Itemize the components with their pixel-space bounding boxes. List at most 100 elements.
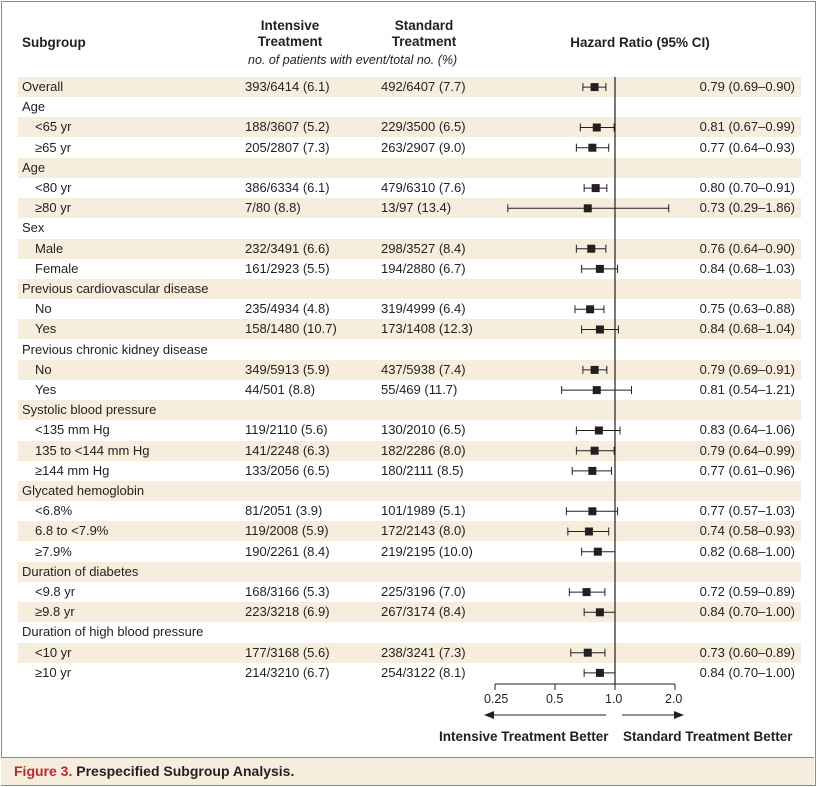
intensive-events: 205/2807 (7.3) bbox=[245, 139, 330, 155]
table-row: ≥10 yr 214/3210 (6.7) 254/3122 (8.1) 0.84 (… bbox=[18, 663, 801, 683]
subgroup-label: Yes bbox=[35, 382, 57, 397]
x-tick-label-2.0: 2.0 bbox=[665, 692, 683, 706]
subgroup-label: ≥65 yr bbox=[35, 139, 72, 155]
point-estimate-marker bbox=[590, 83, 599, 92]
point-estimate-marker bbox=[586, 305, 595, 314]
header-standard-line1: Standard bbox=[394, 18, 454, 33]
table-row: <9.8 yr 168/3166 (5.3) 225/3196 (7.0) 0.72 … bbox=[18, 582, 801, 602]
table-row: ≥144 mm Hg 133/2056 (6.5) 180/2111 (8.5) 0.… bbox=[18, 461, 801, 481]
point-estimate-marker bbox=[588, 466, 597, 475]
header-subheader: no. of patients with event/total no. (%) bbox=[248, 53, 458, 67]
subgroup-label: Male bbox=[35, 240, 64, 256]
subgroup-label: ≥80 yr bbox=[35, 200, 72, 216]
intensive-events: 190/2261 (8.4) bbox=[245, 543, 330, 559]
hazard-ratio-value: 0.80 (0.70–0.91) bbox=[699, 180, 795, 195]
intensive-events: 177/3168 (5.6) bbox=[245, 644, 330, 660]
hazard-ratio-value: 0.75 (0.63–0.88) bbox=[699, 301, 795, 317]
subgroup-label: Systolic blood pressure bbox=[22, 402, 157, 418]
point-estimate-marker bbox=[584, 527, 593, 536]
standard-events: 263/2907 (9.0) bbox=[381, 139, 466, 155]
header-hazard-ratio: Hazard Ratio (95% CI) bbox=[560, 35, 720, 51]
group-header-row: Age bbox=[18, 97, 801, 117]
x-tick-label-1.0: 1.0 bbox=[605, 692, 623, 706]
subgroup-label: 6.8 to <7.9% bbox=[35, 523, 109, 539]
standard-events: 219/2195 (10.0) bbox=[381, 543, 473, 559]
standard-events: 172/2143 (8.0) bbox=[381, 523, 466, 539]
group-header-row: Glycated hemoglobin bbox=[18, 481, 801, 501]
intensive-events: 161/2923 (5.5) bbox=[245, 260, 330, 276]
subgroup-label: <80 yr bbox=[35, 180, 72, 195]
header-standard-line2: Treatment bbox=[391, 34, 457, 49]
point-estimate-marker bbox=[595, 608, 604, 617]
arrow-right-head bbox=[674, 711, 684, 719]
subgroup-label: 135 to <144 mm Hg bbox=[35, 442, 150, 458]
table-row: Yes 44/501 (8.8) 55/469 (11.7) 0.81 (0.54–1… bbox=[18, 380, 801, 400]
point-estimate-marker bbox=[582, 588, 591, 597]
hazard-ratio-value: 0.73 (0.29–1.86) bbox=[699, 200, 795, 216]
subgroup-label: ≥144 mm Hg bbox=[35, 462, 110, 478]
hazard-ratio-value: 0.77 (0.61–0.96) bbox=[699, 462, 795, 478]
group-header-row: Previous cardiovascular disease bbox=[18, 279, 801, 299]
header-intensive-line2: Treatment bbox=[257, 34, 323, 49]
table-row: <6.8% 81/2051 (3.9) 101/1989 (5.1) 0.77 (0.… bbox=[18, 501, 801, 521]
hazard-ratio-value: 0.83 (0.64–1.06) bbox=[699, 422, 795, 438]
standard-events: 229/3500 (6.5) bbox=[381, 119, 466, 135]
hazard-ratio-value: 0.76 (0.64–0.90) bbox=[699, 240, 795, 256]
table-row: 6.8 to <7.9% 119/2008 (5.9) 172/2143 (8.0)… bbox=[18, 521, 801, 542]
header-intensive: Intensive Treatment bbox=[230, 18, 350, 50]
table-row: <10 yr 177/3168 (5.6) 238/3241 (7.3) 0.73 (… bbox=[18, 642, 801, 663]
table-row: Male 232/3491 (6.6) 298/3527 (8.4) 0.76 (0.… bbox=[18, 238, 801, 259]
standard-events: 298/3527 (8.4) bbox=[381, 240, 466, 256]
intensive-events: 349/5913 (5.9) bbox=[245, 361, 330, 377]
intensive-events: 188/3607 (5.2) bbox=[245, 119, 330, 135]
point-estimate-marker bbox=[590, 365, 599, 374]
point-estimate-marker bbox=[595, 668, 604, 677]
point-estimate-marker bbox=[592, 386, 601, 395]
standard-events: 180/2111 (8.5) bbox=[381, 462, 464, 478]
intensive-events: 81/2051 (3.9) bbox=[245, 503, 323, 519]
intensive-events: 158/1480 (10.7) bbox=[245, 321, 337, 337]
table-row: Yes 158/1480 (10.7) 173/1408 (12.3) 0.84 (0… bbox=[18, 319, 801, 340]
point-estimate-marker bbox=[592, 123, 601, 132]
point-estimate-marker bbox=[588, 507, 597, 516]
standard-events: 101/1989 (5.1) bbox=[381, 503, 466, 519]
hazard-ratio-value: 0.74 (0.58–0.93) bbox=[699, 523, 795, 539]
standard-events: 55/469 (11.7) bbox=[381, 382, 458, 397]
intensive-events: 44/501 (8.8) bbox=[245, 382, 316, 397]
standard-events: 182/2286 (8.0) bbox=[381, 442, 466, 458]
intensive-events: 393/6414 (6.1) bbox=[245, 79, 330, 94]
intensive-events: 223/3218 (6.9) bbox=[245, 604, 330, 620]
subgroup-label: Age bbox=[22, 159, 46, 175]
hazard-ratio-value: 0.72 (0.59–0.89) bbox=[699, 584, 795, 599]
figure-title: Prespecified Subgroup Analysis. bbox=[76, 763, 295, 779]
point-estimate-marker bbox=[583, 204, 592, 213]
intensive-events: 119/2110 (5.6) bbox=[245, 422, 328, 438]
standard-events: 130/2010 (6.5) bbox=[381, 422, 466, 438]
table-row: ≥9.8 yr 223/3218 (6.9) 267/3174 (8.4) 0.84 … bbox=[18, 602, 801, 623]
table-row: 135 to <144 mm Hg 141/2248 (6.3) 182/2286 … bbox=[18, 440, 801, 461]
header-hazard-ratio-text: Hazard Ratio (95% CI) bbox=[570, 35, 710, 50]
figure-number: Figure 3. bbox=[14, 763, 73, 779]
hazard-ratio-value: 0.82 (0.68–1.00) bbox=[699, 543, 795, 559]
hazard-ratio-value: 0.79 (0.69–0.90) bbox=[699, 79, 795, 94]
subgroup-label: <6.8% bbox=[35, 503, 73, 519]
table-row: <80 yr 386/6334 (6.1) 479/6310 (7.6) 0.80 (… bbox=[18, 178, 801, 198]
subgroup-label: ≥9.8 yr bbox=[35, 604, 75, 620]
point-estimate-marker bbox=[595, 264, 604, 273]
hazard-ratio-value: 0.81 (0.67–0.99) bbox=[699, 119, 795, 135]
point-estimate-marker bbox=[595, 325, 604, 334]
intensive-events: 168/3166 (5.3) bbox=[245, 584, 330, 599]
standard-events: 267/3174 (8.4) bbox=[381, 604, 466, 620]
point-estimate-marker bbox=[587, 244, 596, 253]
hazard-ratio-value: 0.73 (0.60–0.89) bbox=[699, 644, 795, 660]
header-standard: Standard Treatment bbox=[364, 18, 484, 50]
intensive-events: 386/6334 (6.1) bbox=[245, 180, 330, 195]
table-row: <65 yr 188/3607 (5.2) 229/3500 (6.5) 0.81 (… bbox=[18, 117, 801, 138]
point-estimate-marker bbox=[588, 143, 597, 152]
group-header-row: Age bbox=[18, 157, 801, 178]
subgroup-label: Female bbox=[35, 260, 79, 276]
subgroup-label: <10 yr bbox=[35, 644, 72, 660]
x-tick-label-0.5: 0.5 bbox=[546, 692, 564, 706]
table-row: Female 161/2923 (5.5) 194/2880 (6.7) 0.84 (… bbox=[18, 259, 801, 279]
